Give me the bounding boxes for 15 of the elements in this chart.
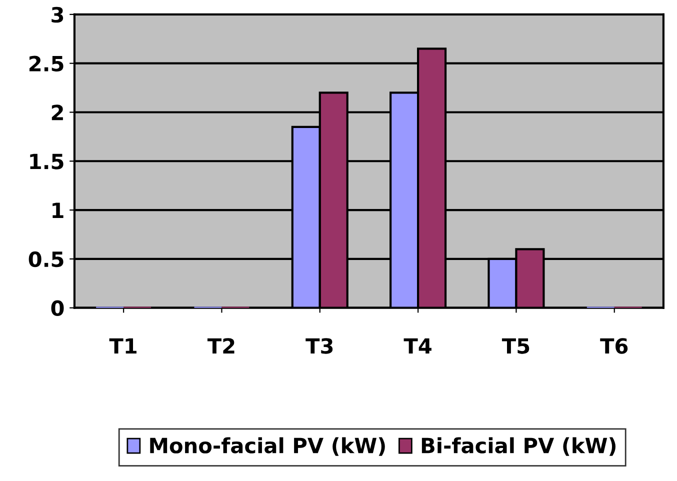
x-tick-label: T6 <box>600 338 628 354</box>
x-tick-label: T5 <box>502 338 530 354</box>
y-tick-label: 1 <box>52 202 64 218</box>
y-tick-label: 2 <box>52 104 63 120</box>
x-tick-label: T2 <box>207 338 234 354</box>
y-tick-label: 0 <box>51 300 64 316</box>
y-tick-label: 0.5 <box>28 251 64 268</box>
x-tick-label: T1 <box>109 338 136 354</box>
x-tick-label: T4 <box>404 338 432 354</box>
legend-label: Mono-facial PV (kW) <box>150 437 385 456</box>
legend-label: Bi-facial PV (kW) <box>422 437 616 456</box>
y-tick-label: 2.5 <box>29 56 64 72</box>
y-tick-label: 3 <box>52 6 64 23</box>
y-tick-label: 1.5 <box>30 154 64 170</box>
x-tick-label: T3 <box>306 338 333 354</box>
